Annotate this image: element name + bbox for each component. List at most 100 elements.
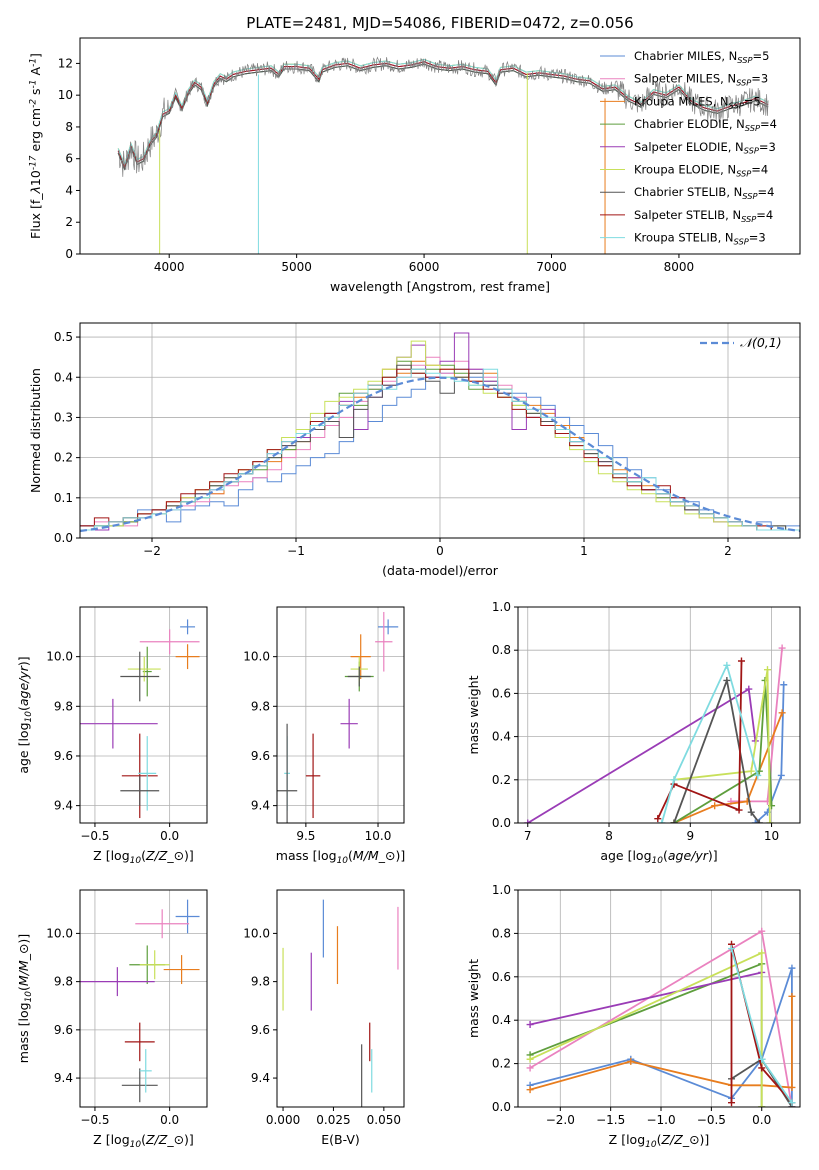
errorbar-point <box>175 899 200 934</box>
weight-marker <box>758 927 766 935</box>
model-spectrum-line <box>117 63 769 171</box>
plot-area <box>80 38 800 254</box>
errorbar-point <box>163 955 200 985</box>
plot-marks <box>80 899 200 1103</box>
weight-marker <box>745 685 753 693</box>
errorbar-point <box>80 698 158 749</box>
y-tick-label: 0.0 <box>54 531 73 545</box>
x-tick-label: −1.0 <box>646 1113 675 1127</box>
x-tick-label: 7 <box>524 829 532 843</box>
axes-frame <box>79 889 208 1108</box>
weight-series <box>670 666 774 823</box>
legend-label: Salpeter MILES, NSSP=3 <box>634 72 768 88</box>
weight-marker <box>778 709 786 717</box>
plot-marks <box>282 899 399 1107</box>
errorbar-point <box>340 698 358 749</box>
errorbar-point <box>120 651 160 702</box>
plot-marks <box>80 332 800 533</box>
weight-series <box>670 676 763 823</box>
normal-curve <box>80 376 800 533</box>
x-tick-label: 0.0 <box>160 1113 179 1127</box>
y-axis-label: age [log10(age/yr)] <box>16 656 34 773</box>
y-tick-label: 0.3 <box>54 410 73 424</box>
legend-label: 𝒩(0,1) <box>740 335 782 350</box>
weight-marker <box>526 1064 534 1072</box>
chart-mass-Z: −0.5 0.0 9.4 9.6 9.8 10.0 Z [log10(Z/Z_⊙)] mass… <box>16 889 208 1150</box>
weight-line <box>673 677 761 823</box>
residual-histogram <box>80 368 800 531</box>
weight-marker <box>766 819 774 823</box>
errorbar-point <box>277 723 298 823</box>
x-axis-label: wavelength [Angstrom, rest frame] <box>330 279 550 294</box>
y-tick-label: 9.4 <box>54 799 73 813</box>
weight-marker <box>670 819 678 823</box>
errorbar-point <box>305 733 321 819</box>
x-tick-label: −2.0 <box>546 1113 575 1127</box>
x-tick-label: 0 <box>436 544 444 558</box>
weight-series <box>658 661 762 823</box>
errorbar-point <box>180 619 196 635</box>
data-spectrum-line <box>117 56 769 177</box>
x-tick-label: 8000 <box>664 260 695 274</box>
y-tick-label: 10 <box>58 88 73 102</box>
plot-marks <box>524 644 788 823</box>
x-tick-label: 9.5 <box>296 829 315 843</box>
y-axis-label: mass [log10(M/M_⊙)] <box>16 934 34 1063</box>
y-tick-label: 0.1 <box>54 491 73 505</box>
errorbar-point <box>139 950 170 980</box>
y-tick-label: 9.8 <box>251 699 270 713</box>
x-axis-label: mass [log10(M/M_⊙)] <box>276 848 405 866</box>
x-tick-label: 2 <box>724 544 732 558</box>
plot-area <box>277 890 404 1107</box>
weight-line <box>529 996 793 1091</box>
errorbar-point <box>124 1022 155 1062</box>
legend-label: Chabrier ELODIE, NSSP=4 <box>634 117 777 133</box>
y-tick-label: 9.8 <box>54 699 73 713</box>
plot-area <box>277 607 404 823</box>
weight-marker <box>788 992 796 1000</box>
legend-label: Kroupa ELODIE, NSSP=4 <box>634 163 768 179</box>
errorbar-point <box>350 634 371 679</box>
legend-label: Salpeter STELIB, NSSP=4 <box>634 208 773 224</box>
errorbar-point <box>120 775 160 806</box>
weight-marker <box>763 666 771 674</box>
y-tick-label: 12 <box>58 56 73 70</box>
weight-marker <box>778 644 786 652</box>
panels: 4000 5000 6000 7000 8000024681012wavelength … <box>16 37 801 1150</box>
weight-marker <box>526 1055 534 1063</box>
legend-label: Chabrier STELIB, NSSP=4 <box>634 185 774 201</box>
weight-marker <box>747 808 755 816</box>
y-tick-label: 0.6 <box>492 686 511 700</box>
y-tick-label: 0.4 <box>492 730 511 744</box>
residual-histogram <box>80 368 800 531</box>
weight-line <box>673 669 771 823</box>
weight-marker <box>788 964 796 972</box>
weight-series <box>728 945 796 1107</box>
errorbar-point <box>139 1049 152 1093</box>
weight-marker <box>524 819 532 823</box>
weight-marker <box>758 949 766 957</box>
axes-frame <box>517 606 801 824</box>
weight-marker <box>728 945 736 953</box>
y-tick-label: 9.4 <box>251 1071 270 1085</box>
x-axis-label: Z [log10(Z/Z_⊙)] <box>93 848 194 866</box>
weight-line <box>656 660 743 820</box>
weight-marker <box>780 681 788 689</box>
weight-marker <box>737 657 745 665</box>
x-tick-label: −1.5 <box>596 1113 625 1127</box>
weight-marker <box>728 1099 736 1107</box>
x-tick-label: 0.025 <box>316 1113 350 1127</box>
weight-marker <box>711 802 719 810</box>
y-tick-label: 10.0 <box>46 650 73 664</box>
x-tick-label: −2 <box>143 544 161 558</box>
x-tick-label: 10 <box>764 829 779 843</box>
weight-series <box>751 681 788 823</box>
x-axis-label: Z [log10(Z/Z_⊙)] <box>93 1132 194 1150</box>
x-tick-label: 5000 <box>281 260 312 274</box>
weight-marker <box>723 676 731 684</box>
weight-marker <box>751 819 759 823</box>
axes-frame <box>79 37 801 255</box>
y-tick-label: 0.0 <box>492 1100 511 1114</box>
y-tick-label: 0.2 <box>492 773 511 787</box>
